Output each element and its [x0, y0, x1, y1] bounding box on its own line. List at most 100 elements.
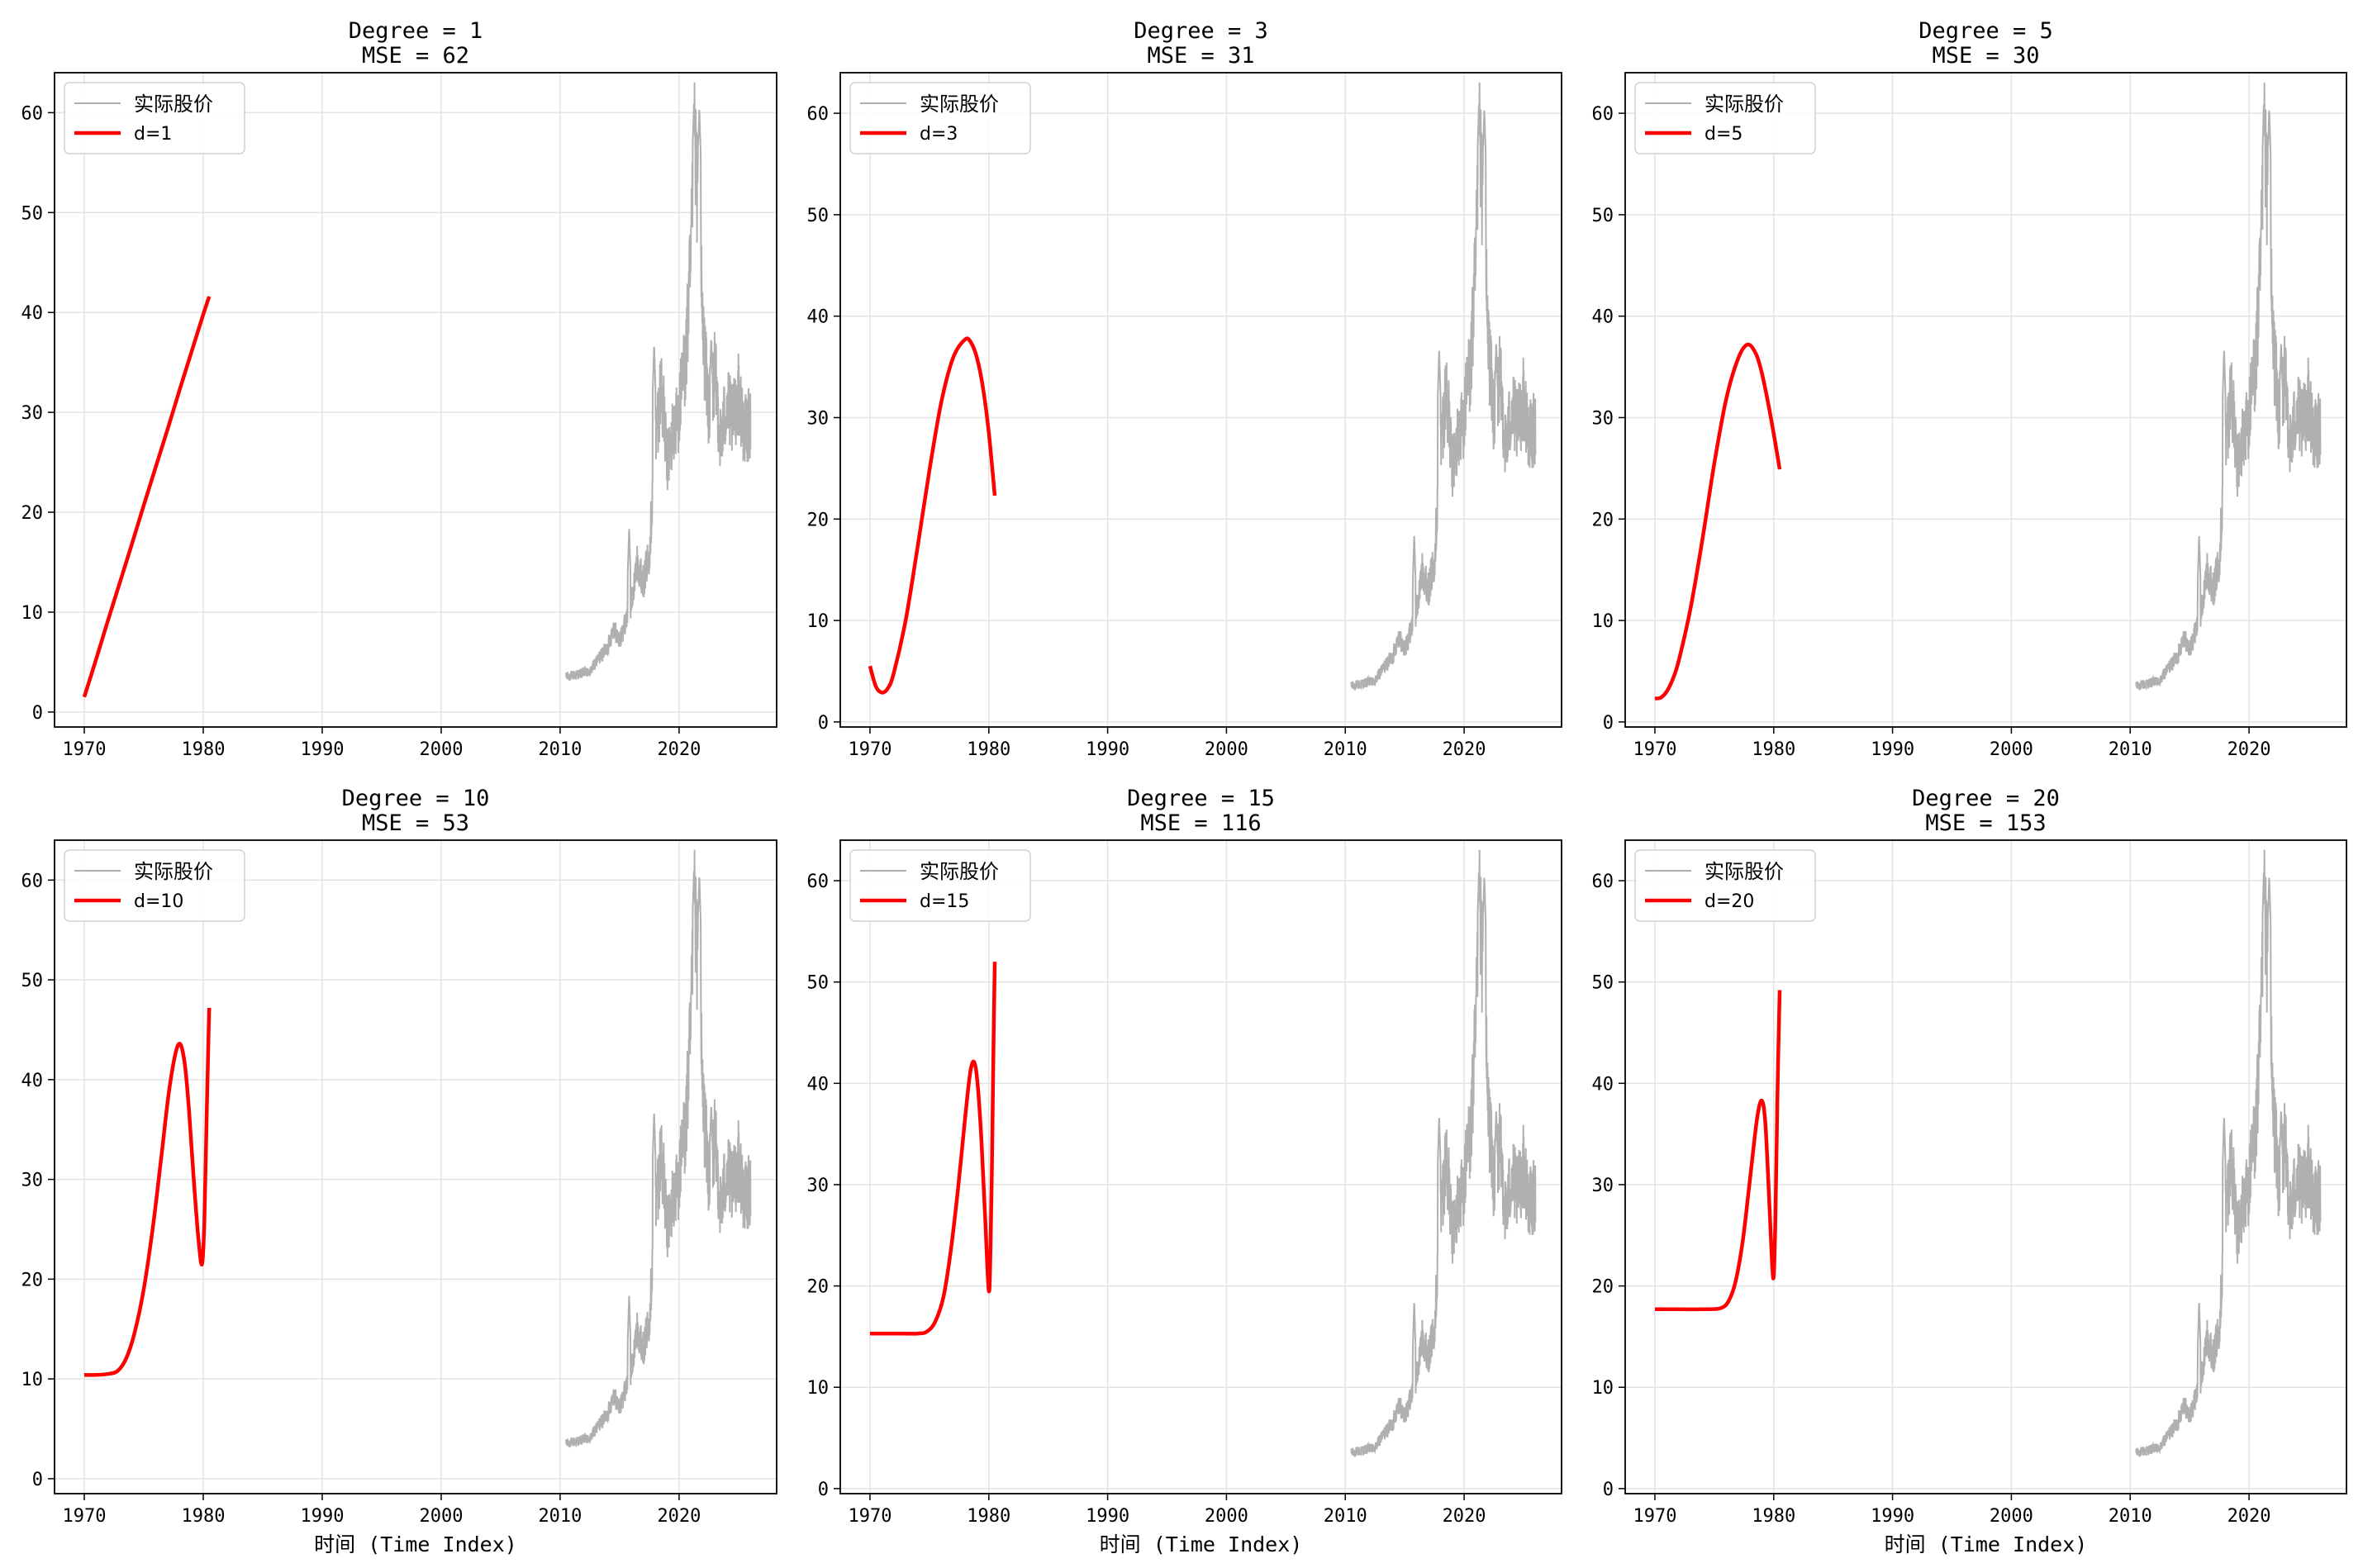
x-axis-label: 时间 (Time Index): [314, 1532, 517, 1556]
x-tick-label: 1980: [181, 739, 225, 760]
y-tick-label: 0: [818, 1480, 829, 1500]
y-tick-label: 30: [1592, 1176, 1614, 1196]
x-tick-label: 2000: [1990, 739, 2033, 760]
chart-subtitle: MSE = 153: [1925, 810, 2046, 836]
x-tick-label: 1970: [1633, 1506, 1676, 1527]
chart-title: Degree = 3: [1134, 18, 1268, 44]
x-tick-label: 2000: [1205, 739, 1248, 760]
y-tick-label: 20: [21, 503, 44, 524]
y-tick-label: 10: [21, 1370, 44, 1390]
fit-line-d=1: [82, 296, 212, 698]
y-tick-label: 60: [1592, 104, 1614, 125]
axes-frame: [839, 839, 1562, 1494]
chart-subtitle: MSE = 53: [362, 810, 469, 836]
actual-price-line: [1350, 849, 1537, 1457]
x-tick-label: 1970: [63, 1506, 107, 1527]
legend-label-actual: 实际股价: [1704, 860, 1784, 883]
plot-area: [1654, 82, 2322, 701]
x-tick-label: 2020: [657, 739, 701, 760]
y-tick-label: 20: [807, 510, 830, 530]
plot-area: [82, 82, 752, 698]
axes-frame: [839, 72, 1562, 728]
y-tick-label: 60: [807, 872, 830, 892]
subplot-6: 1970 1980 1990 2000 2010 2020 0 10 20 30 40 50 60 Deg…: [1592, 786, 2347, 1556]
chart-title: Degree = 15: [1127, 786, 1275, 811]
fit-line-d=5: [1654, 342, 1782, 701]
y-tick-label: 30: [21, 403, 44, 424]
y-tick-label: 50: [807, 973, 830, 994]
y-tick-label: 50: [807, 206, 830, 226]
y-tick-label: 10: [21, 603, 44, 624]
x-tick-label: 1970: [848, 1506, 891, 1527]
x-axis-label: 时间 (Time Index): [1100, 1532, 1303, 1556]
subplot-1: 1970 1980 1990 2000 2010 2020 0 10 20 30 40 50 60 Deg…: [21, 18, 777, 760]
actual-price-line: [2135, 82, 2322, 691]
x-tick-label: 2010: [2109, 1506, 2152, 1527]
subplot-4: 1970 1980 1990 2000 2010 2020 0 10 20 30 40 50 60 Deg…: [21, 786, 777, 1556]
y-tick-label: 50: [21, 203, 44, 224]
y-tick-label: 0: [32, 1470, 43, 1490]
y-tick-label: 60: [21, 103, 44, 124]
legend: 实际股价 d=5: [1634, 82, 1816, 154]
actual-price-line: [1350, 82, 1537, 691]
legend: 实际股价 d=15: [849, 849, 1031, 922]
x-tick-label: 1970: [63, 739, 107, 760]
legend-box: [849, 82, 1031, 154]
actual-price-line: [2135, 849, 2322, 1457]
plot-area: [83, 849, 752, 1448]
axes-frame: [54, 72, 777, 728]
x-tick-label: 2010: [1324, 739, 1367, 760]
y-tick-label: 40: [21, 1071, 44, 1091]
legend-box: [64, 849, 245, 922]
y-tick-label: 20: [1592, 1277, 1614, 1298]
y-tick-label: 30: [807, 1176, 830, 1196]
x-tick-label: 1980: [967, 1506, 1010, 1527]
x-tick-label: 1990: [300, 739, 344, 760]
x-tick-label: 1970: [848, 739, 891, 760]
subplot-3: 1970 1980 1990 2000 2010 2020 0 10 20 30 40 50 60 Deg…: [1592, 18, 2347, 760]
y-tick-label: 10: [1592, 1378, 1614, 1399]
y-tick-label: 40: [807, 307, 830, 328]
legend-box: [1634, 82, 1816, 154]
chart-title: Degree = 10: [342, 786, 490, 811]
legend-label-actual: 实际股价: [134, 860, 213, 883]
x-tick-label: 1970: [1633, 739, 1676, 760]
legend-label-actual: 实际股价: [1704, 93, 1784, 116]
legend-label-actual: 实际股价: [134, 93, 213, 116]
y-tick-label: 0: [1603, 1480, 1614, 1500]
x-tick-label: 2010: [538, 1506, 582, 1527]
y-tick-label: 20: [21, 1270, 44, 1290]
y-tick-label: 30: [21, 1171, 44, 1191]
y-tick-label: 60: [807, 104, 830, 125]
legend-label-fit: d=20: [1704, 891, 1754, 912]
x-tick-label: 2000: [1990, 1506, 2033, 1527]
legend-label-fit: d=5: [1704, 124, 1743, 145]
x-tick-label: 1980: [181, 1506, 225, 1527]
x-tick-label: 2020: [2227, 739, 2271, 760]
x-tick-label: 2020: [2227, 1506, 2271, 1527]
legend-label-fit: d=1: [134, 124, 172, 145]
x-tick-label: 1990: [1871, 739, 1914, 760]
axes-frame: [1624, 72, 2347, 728]
fit-line-d=20: [1654, 990, 1782, 1312]
subplot-2: 1970 1980 1990 2000 2010 2020 0 10 20 30 40 50 60 Deg…: [807, 18, 1562, 760]
legend-label-fit: d=15: [920, 891, 969, 912]
legend: 实际股价 d=1: [64, 82, 245, 154]
legend-label-actual: 实际股价: [920, 93, 999, 116]
y-tick-label: 40: [1592, 1074, 1614, 1095]
y-tick-label: 60: [1592, 872, 1614, 892]
x-tick-label: 1990: [300, 1506, 344, 1527]
plot-area: [1654, 849, 2322, 1457]
x-tick-label: 2010: [538, 739, 582, 760]
legend-label-fit: d=10: [134, 891, 183, 912]
y-tick-label: 0: [818, 713, 829, 734]
x-axis-label: 时间 (Time Index): [1885, 1532, 2088, 1556]
y-tick-label: 50: [1592, 206, 1614, 226]
x-tick-label: 1990: [1871, 1506, 1914, 1527]
y-tick-label: 50: [1592, 973, 1614, 994]
x-tick-label: 2010: [1324, 1506, 1367, 1527]
legend-box: [849, 849, 1031, 922]
x-tick-label: 1990: [1086, 1506, 1129, 1527]
legend-label-actual: 实际股价: [920, 860, 999, 883]
x-tick-label: 1980: [1752, 739, 1795, 760]
